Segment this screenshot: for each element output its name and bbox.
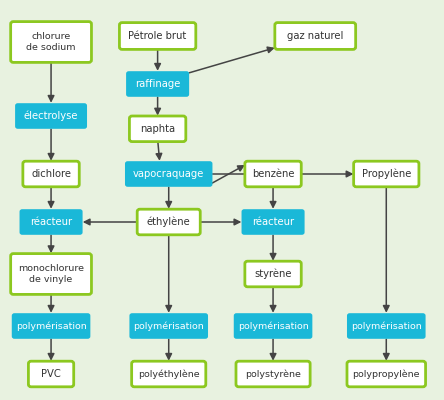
FancyBboxPatch shape [347,361,425,387]
FancyBboxPatch shape [11,254,91,294]
Text: électrolyse: électrolyse [24,111,78,121]
Text: polyéthylène: polyéthylène [138,369,199,379]
Text: monochlorure
de vinyle: monochlorure de vinyle [18,264,84,284]
FancyBboxPatch shape [15,103,87,129]
FancyBboxPatch shape [12,313,91,339]
Text: gaz naturel: gaz naturel [287,31,343,41]
Text: éthylène: éthylène [147,217,190,227]
FancyBboxPatch shape [242,209,305,235]
FancyBboxPatch shape [275,22,356,49]
Text: Propylène: Propylène [361,169,411,179]
Text: raffinage: raffinage [135,79,180,89]
FancyBboxPatch shape [23,161,79,187]
Text: polypropylène: polypropylène [353,369,420,379]
FancyBboxPatch shape [347,313,425,339]
Text: polymérisation: polymérisation [16,321,87,331]
Text: réacteur: réacteur [30,217,72,227]
FancyBboxPatch shape [245,161,301,187]
FancyBboxPatch shape [119,22,196,49]
FancyBboxPatch shape [126,71,189,97]
Text: polymérisation: polymérisation [351,321,422,331]
FancyBboxPatch shape [236,361,310,387]
Text: naphta: naphta [140,124,175,134]
Text: polystyrène: polystyrène [245,369,301,379]
FancyBboxPatch shape [130,313,208,339]
Text: vapocraquage: vapocraquage [133,169,204,179]
Text: chlorure
de sodium: chlorure de sodium [26,32,76,52]
Text: Pétrole brut: Pétrole brut [128,31,187,41]
FancyBboxPatch shape [245,261,301,287]
Text: dichlore: dichlore [31,169,71,179]
Text: styrène: styrène [254,269,292,279]
Text: PVC: PVC [41,369,61,379]
FancyBboxPatch shape [11,22,91,62]
FancyBboxPatch shape [125,161,212,187]
Text: polymérisation: polymérisation [238,321,309,331]
FancyBboxPatch shape [353,161,419,187]
Text: réacteur: réacteur [252,217,294,227]
Text: benzène: benzène [252,169,294,179]
FancyBboxPatch shape [130,116,186,142]
FancyBboxPatch shape [28,361,74,387]
FancyBboxPatch shape [131,361,206,387]
Text: polymérisation: polymérisation [133,321,204,331]
FancyBboxPatch shape [137,209,200,235]
FancyBboxPatch shape [20,209,83,235]
FancyBboxPatch shape [234,313,312,339]
